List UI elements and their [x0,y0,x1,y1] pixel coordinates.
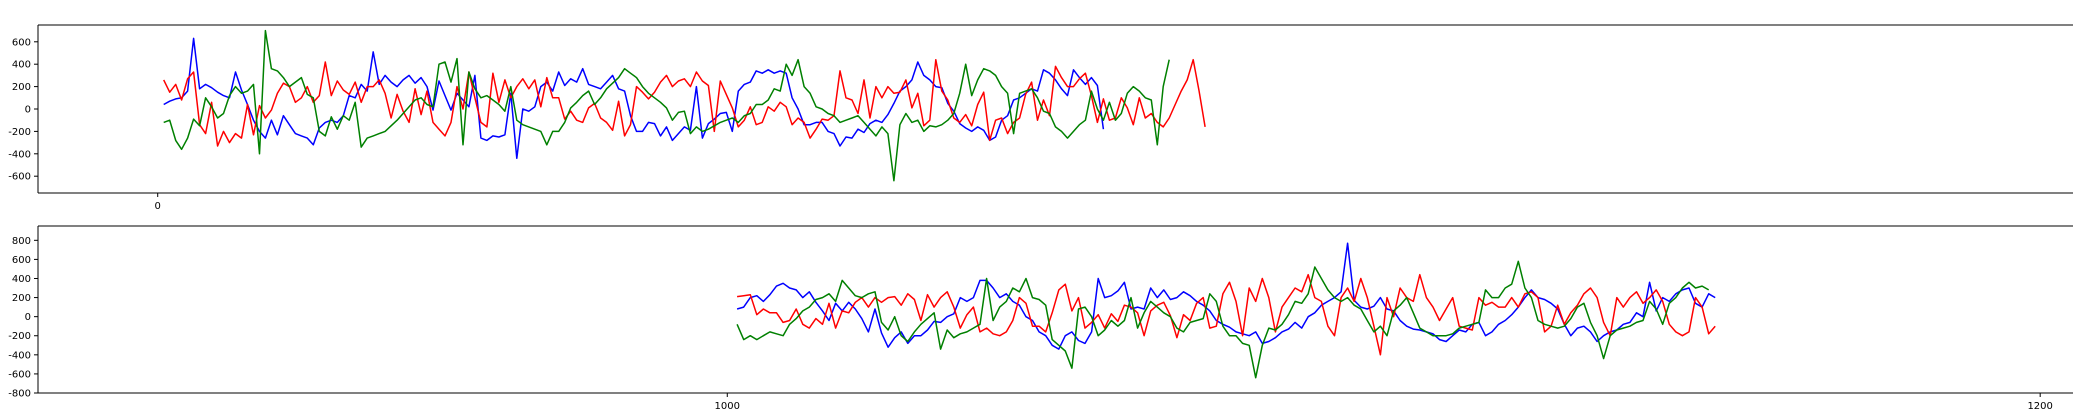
series-line-1 [163,37,1105,160]
x-tick-label: 1200 [2027,401,2052,412]
y-tick-label: -800 [8,389,31,400]
y-tick-label: -400 [8,350,31,361]
series-line-1 [736,242,1716,350]
y-tick-label: 600 [12,255,31,266]
series-line-3 [163,29,1170,182]
y-tick-label: 600 [12,37,31,48]
bottom-subplot: -800 -600 -400 -200 0 200 400 600 800 1000 1200 [8,225,2073,412]
y-tick-label: -400 [8,149,31,160]
y-tick-label: -600 [8,172,31,183]
series-line-3 [736,260,1710,379]
y-tick-label: 800 [12,236,31,247]
series-line-2 [736,273,1716,356]
x-tick-label: 0 [155,201,161,212]
y-tick-label: -200 [8,331,31,342]
y-tick-label: 400 [12,60,31,71]
y-tick-label: -200 [8,127,31,138]
y-tick-label: 0 [25,105,31,116]
y-tick-label: 200 [12,82,31,93]
y-tick-label: 200 [12,293,31,304]
series-line-2 [163,58,1206,147]
y-tick-label: 400 [12,274,31,285]
x-tick-label: 1000 [715,401,740,412]
top-subplot: -600 -400 -200 0 200 400 600 0 [8,24,2073,212]
y-tick-label: 0 [25,312,31,323]
y-tick-label: -600 [8,369,31,380]
